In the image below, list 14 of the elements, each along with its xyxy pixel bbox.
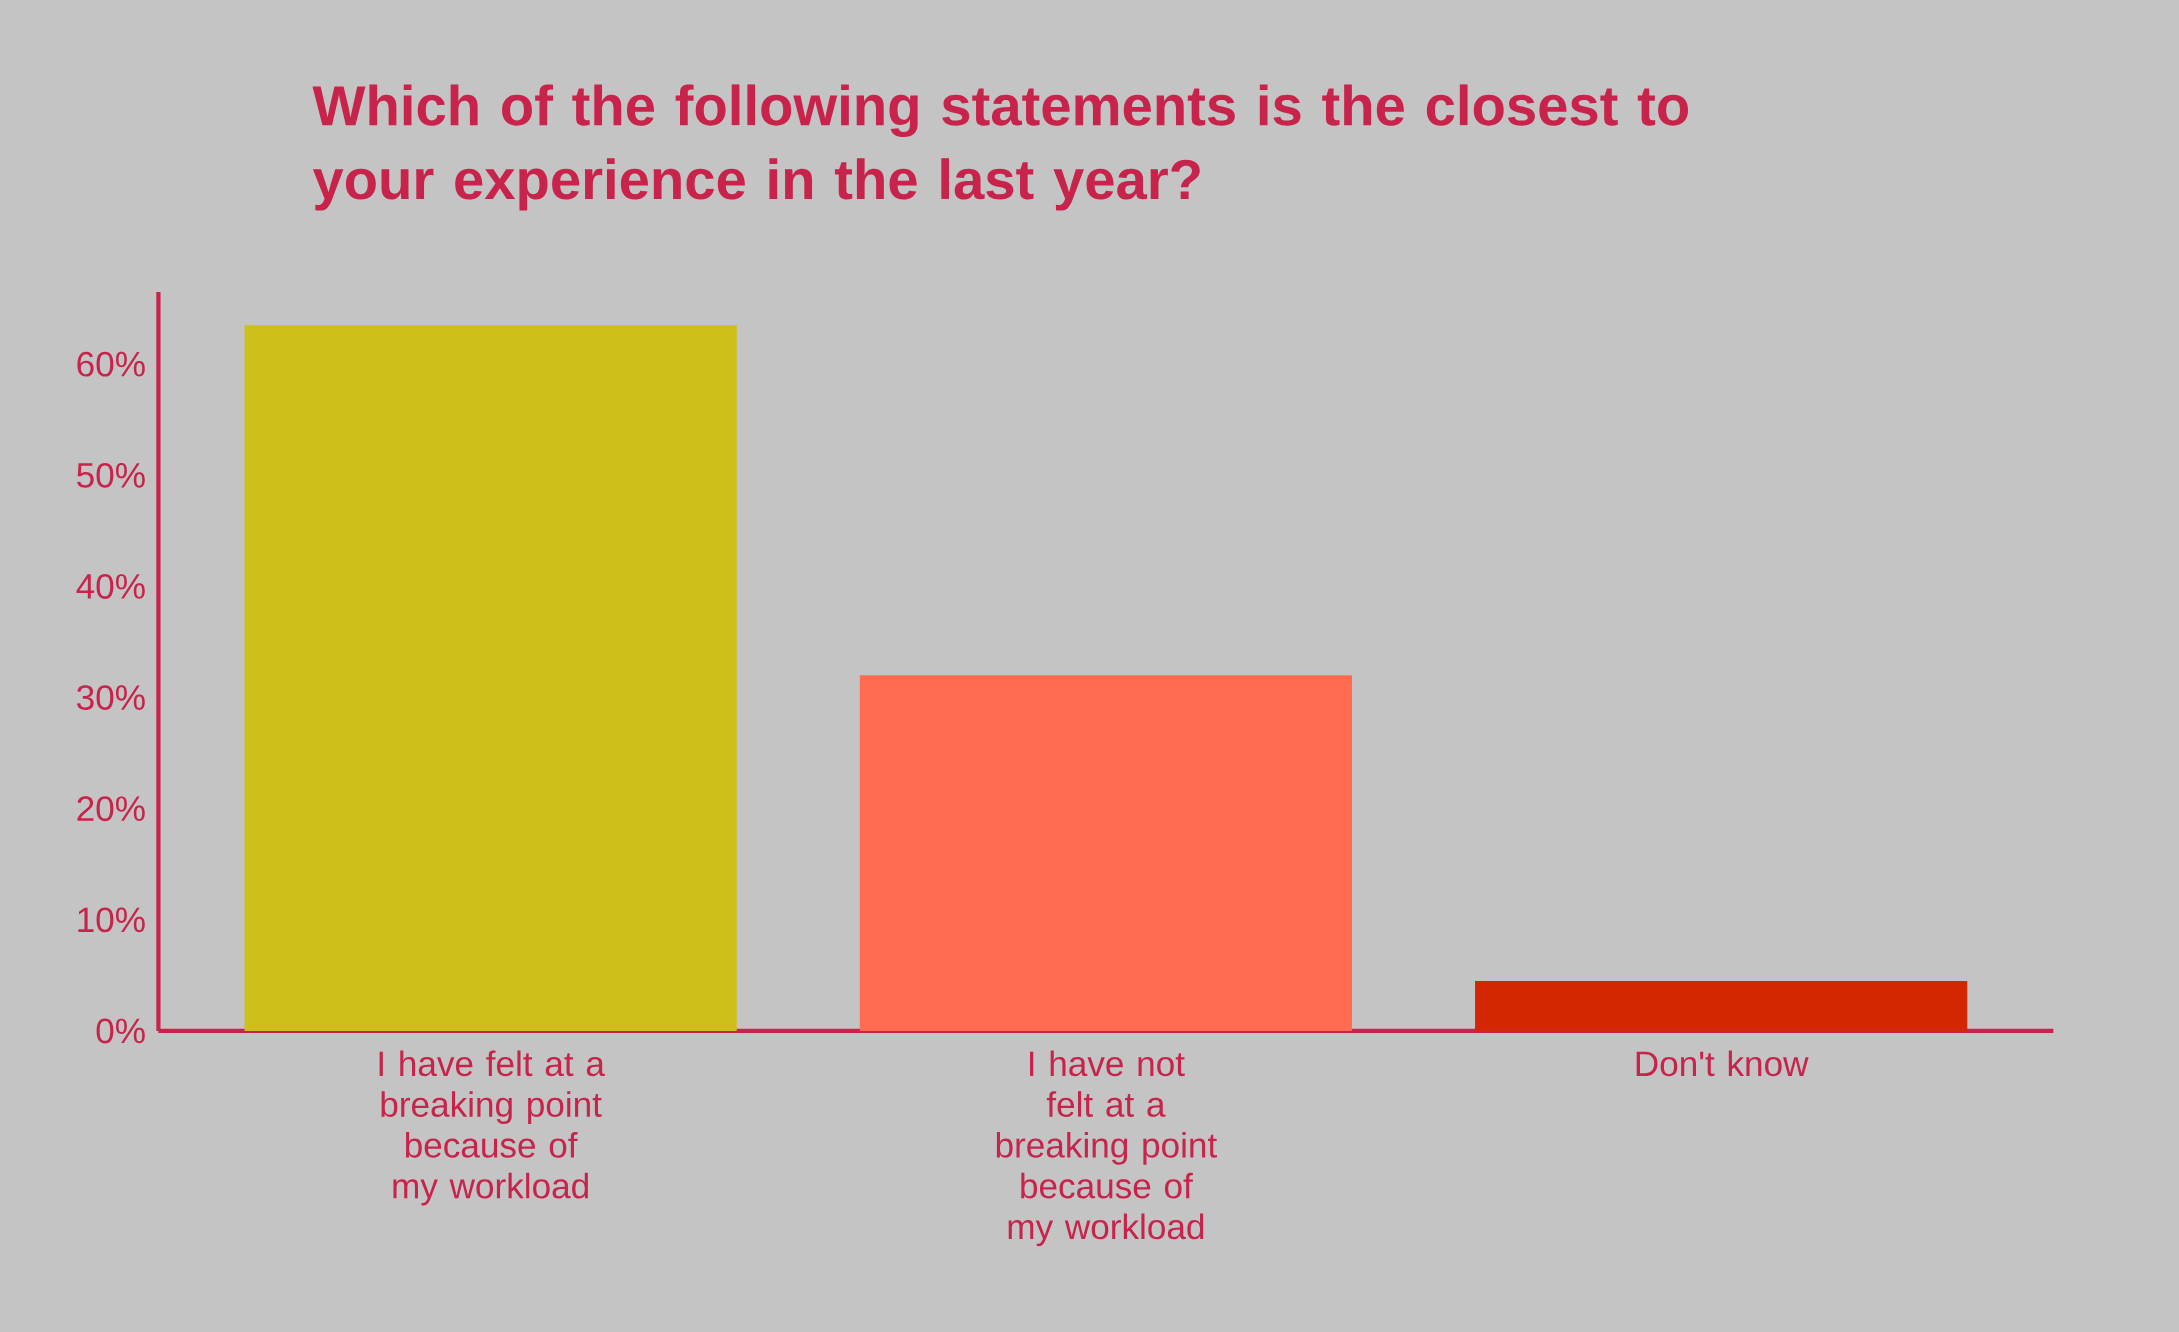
bar <box>859 675 1353 1031</box>
y-tick-label: 0% <box>96 1018 145 1044</box>
y-tick-label: 50% <box>77 462 145 488</box>
chart-title: Which of the following statements is the closest to your experience in the last year? <box>312 84 1689 211</box>
y-tick-label: 20% <box>77 796 145 822</box>
y-tick-label: 40% <box>76 574 145 599</box>
y-tick-label: 30% <box>76 685 145 711</box>
bar <box>1475 980 1968 1031</box>
bar <box>244 325 737 1031</box>
y-tick-label: 10% <box>78 907 145 933</box>
y-tick-label: 60% <box>77 351 145 377</box>
x-tick-label: I have not felt at a breaking point because of my workload <box>996 1050 1217 1247</box>
x-tick-label: Don't know <box>1636 1050 1809 1077</box>
x-tick-label: I have felt at a breaking point because of my workload <box>379 1050 605 1206</box>
